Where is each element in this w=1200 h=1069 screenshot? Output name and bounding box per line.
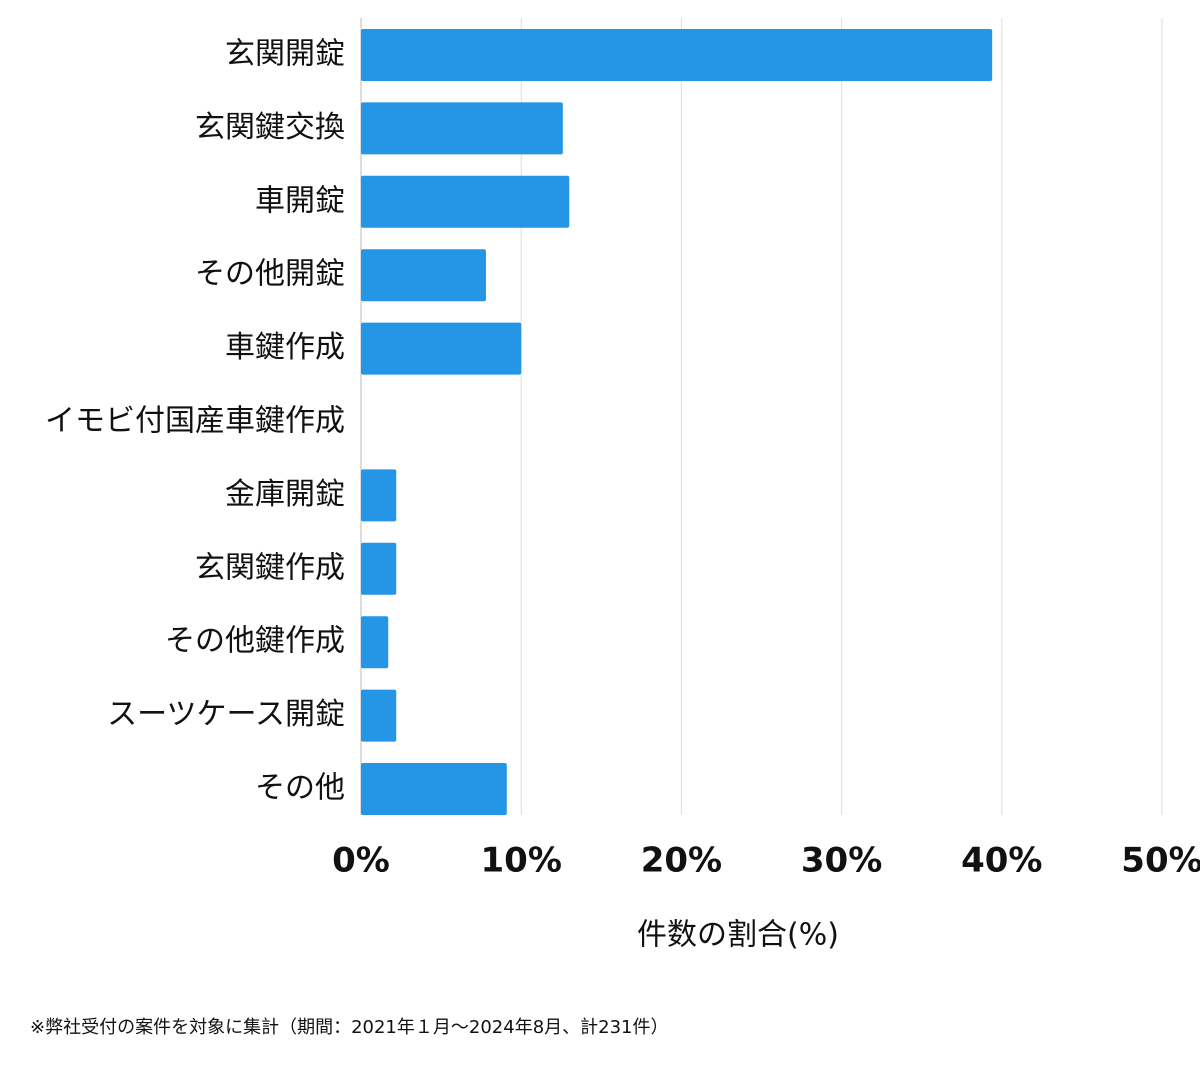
y-tick-label: スーツケース開錠	[107, 697, 345, 732]
y-tick-label: 車鍵作成	[225, 330, 345, 365]
x-axis-title: 件数の割合(%)	[637, 918, 839, 953]
x-tick-label: 20%	[641, 841, 722, 881]
x-tick-label: 50%	[1121, 841, 1200, 881]
bar	[361, 542, 397, 595]
y-tick-label: その他鍵作成	[165, 624, 345, 659]
x-tick-label: 40%	[961, 841, 1042, 881]
x-tick-label: 10%	[481, 841, 562, 881]
footnote: ※弊社受付の案件を対象に集計（期間：2021年１月〜2024年8月、計231件）	[30, 1017, 669, 1038]
bar	[361, 322, 522, 375]
bar	[361, 469, 397, 522]
y-tick-label: 玄関鍵作成	[195, 550, 345, 585]
bar	[361, 616, 389, 669]
bar	[361, 763, 507, 815]
y-tick-label: その他開錠	[195, 257, 345, 292]
bar	[361, 102, 563, 155]
x-tick-label: 30%	[801, 841, 882, 881]
y-tick-label: 玄関鍵交換	[195, 110, 345, 145]
bar	[361, 175, 570, 228]
bar	[361, 249, 486, 302]
y-tick-label: 玄関開錠	[225, 37, 345, 72]
x-tick-label: 0%	[332, 841, 390, 881]
bar	[361, 29, 993, 81]
bar	[361, 689, 397, 742]
y-tick-label: 車開錠	[255, 183, 345, 218]
y-tick-label: 金庫開錠	[225, 477, 345, 512]
y-tick-label: その他	[255, 771, 345, 806]
y-tick-label: イモビ付国産車鍵作成	[45, 404, 345, 439]
